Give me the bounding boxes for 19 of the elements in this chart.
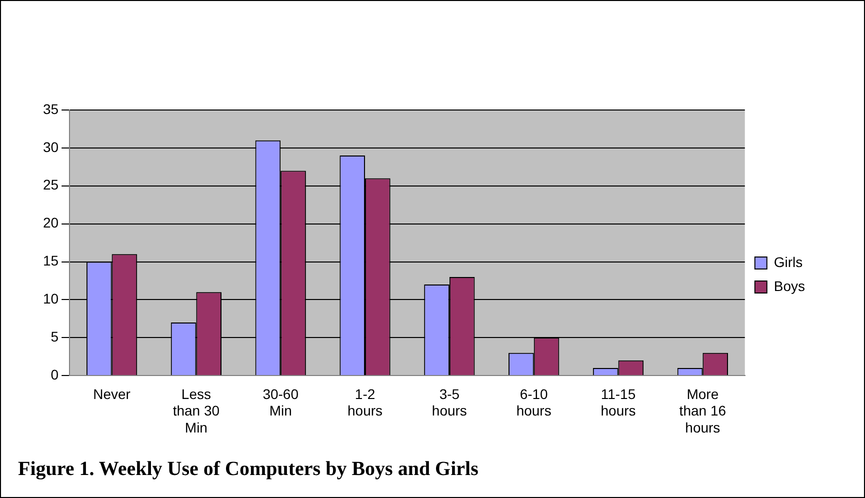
legend-label: Girls	[774, 254, 803, 270]
x-tick-label: 30-60 Min	[262, 386, 299, 419]
y-tick-label: 30	[42, 138, 59, 155]
y-tick-label: 5	[50, 328, 59, 345]
y-tick-label: 0	[50, 366, 59, 382]
x-tick-label: More than 16 hours	[679, 386, 726, 436]
y-tick-label: 20	[42, 214, 59, 231]
x-tick-label: 3-5 hours	[432, 386, 467, 419]
x-tick-label: 6-10 hours	[516, 386, 552, 419]
x-tick-label: Less than 30 Min	[172, 386, 220, 436]
x-tick-label: Never	[93, 386, 131, 402]
y-tick-label: 35	[42, 100, 59, 117]
y-tick-label: 25	[42, 176, 59, 193]
text: Figure 1. Weekly Use of Computers by Boys and Girls	[18, 458, 478, 481]
legend-label: Boys	[774, 278, 805, 294]
y-tick-label: 10	[42, 290, 59, 307]
y-tick-label: 15	[42, 252, 59, 269]
x-tick-label: 1-2 hours	[348, 386, 383, 419]
x-tick-label: 11-15 hours	[600, 386, 636, 419]
